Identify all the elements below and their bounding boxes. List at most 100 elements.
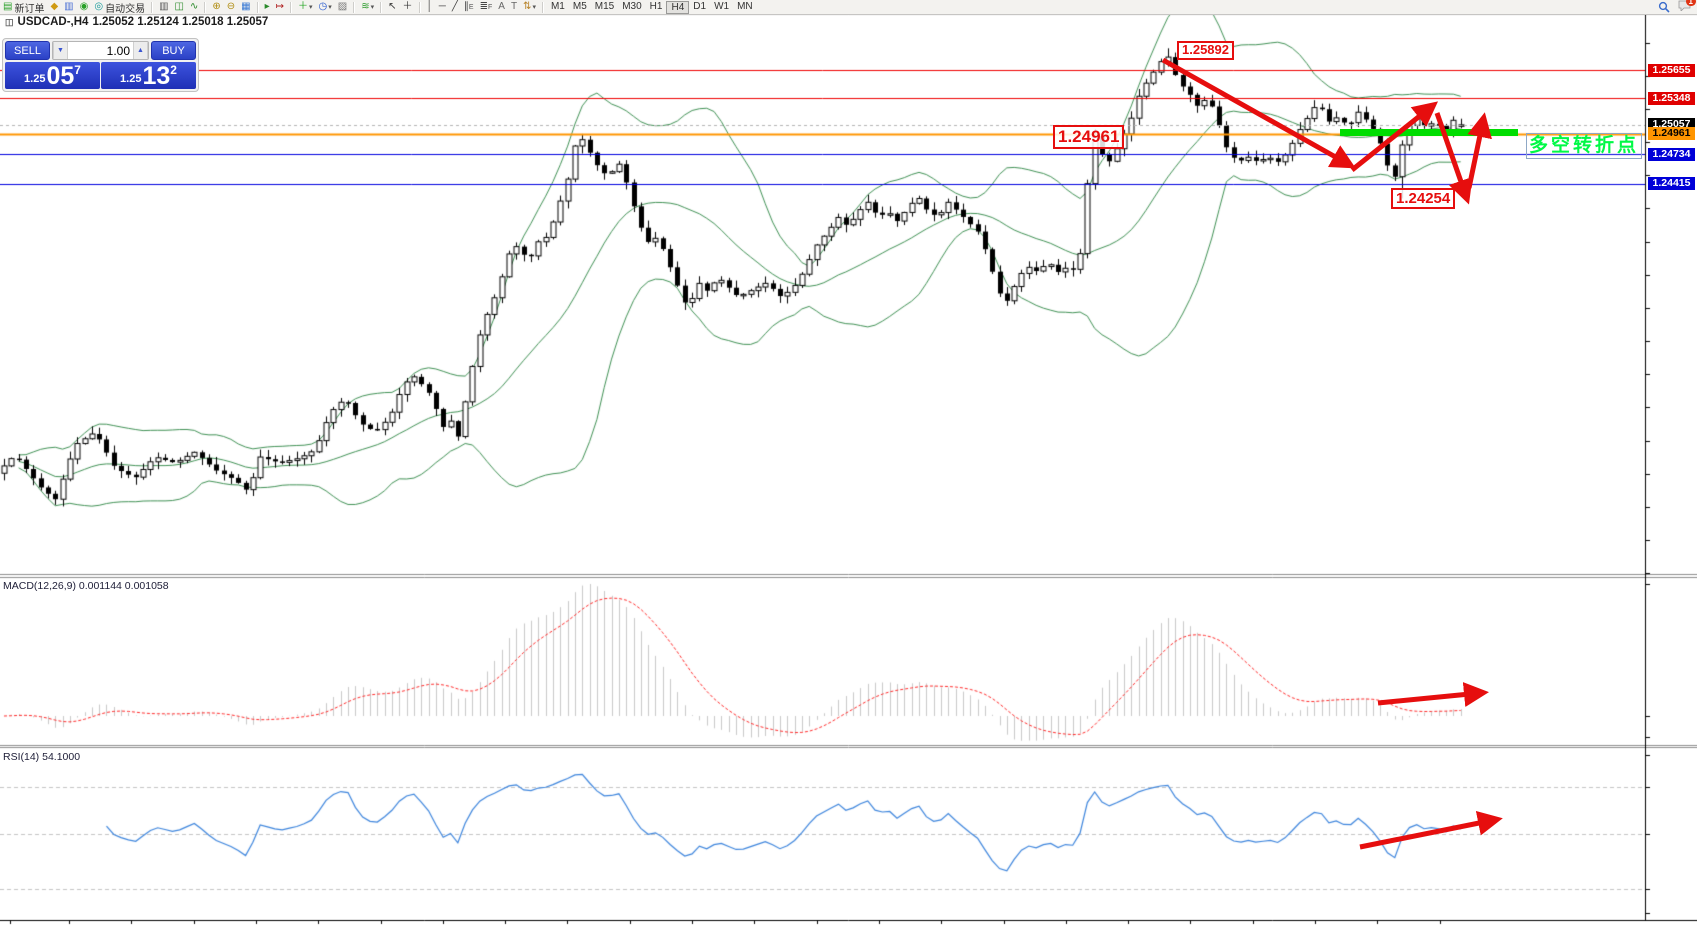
macd-label: MACD(12,26,9) 0.001144 0.001058	[3, 580, 169, 592]
chart-title: ◫ USDCAD-,H4 1.25052 1.25124 1.25018 1.2…	[5, 16, 268, 28]
navigator-icon: ▥	[64, 1, 74, 12]
horizontal-line-icon[interactable]: ─	[436, 1, 449, 14]
toolbar-separator	[353, 1, 356, 13]
dropdown-arrow-icon[interactable]: ▾	[370, 4, 375, 11]
vertical-line-icon: │	[426, 1, 433, 12]
timeframe-h4-button[interactable]: H4	[666, 0, 690, 14]
zoom-out-icon[interactable]: ⊖	[224, 1, 238, 14]
arrows-tool-icon: ⇅	[523, 1, 532, 12]
indicators-icon[interactable]: ＋ ▾	[295, 1, 316, 14]
chart-icon: ◫	[5, 16, 14, 27]
zoom-in-icon[interactable]: ⊕	[209, 1, 223, 14]
volume-stepper: ▼ ▲	[52, 41, 149, 60]
line-chart-icon[interactable]: ∿	[187, 1, 201, 14]
timeframe-m5-button[interactable]: M5	[572, 1, 587, 12]
timeframe-d1-button[interactable]: D1	[693, 1, 707, 12]
line-chart-icon: ∿	[189, 1, 199, 12]
dropdown-arrow-icon[interactable]: ▾	[328, 4, 332, 11]
indicators-icon: ＋	[298, 1, 309, 12]
timeframe-w1-button[interactable]: W1	[714, 1, 730, 12]
price-level-badge: 1.24734	[1648, 147, 1695, 161]
timeframe-m1-button[interactable]: M1	[550, 1, 565, 12]
search-icon[interactable]	[1658, 1, 1670, 13]
auto-scroll-icon[interactable]: ▸	[262, 1, 273, 14]
text-icon: A	[498, 1, 505, 12]
templates-icon: ▨	[337, 1, 348, 12]
chart-profile-icon: ≋	[361, 1, 370, 12]
trendline-icon: ╱	[451, 1, 458, 12]
candlestick-chart-icon: ◫	[174, 1, 184, 12]
signals-icon[interactable]: ◉	[77, 1, 92, 14]
price-level-badge: 1.24415	[1648, 177, 1695, 191]
crosshair-icon[interactable]: ＋	[400, 1, 416, 14]
turning-point-label[interactable]: 多空转折点	[1526, 133, 1642, 159]
bar-chart-icon[interactable]: ▥	[156, 1, 171, 14]
new-order-icon: ▤	[3, 1, 13, 12]
rsi-label: RSI(14) 54.1000	[3, 751, 81, 763]
toolbar-separator	[151, 1, 154, 13]
new-order-button[interactable]: ▤ 新订单	[3, 1, 45, 15]
timeframe-h1-button[interactable]: H1	[649, 1, 663, 12]
periods-icon[interactable]: ◷ ▾	[316, 1, 335, 14]
trendline-icon[interactable]: ╱	[449, 1, 461, 14]
cursor-icon[interactable]: ↖	[385, 1, 399, 14]
fibonacci-icon[interactable]: ≣ F	[479, 1, 493, 12]
notifications-button[interactable]: 1	[1678, 0, 1696, 14]
price-annotation-low[interactable]: 1.24254	[1391, 188, 1456, 210]
text-label-icon: T	[510, 1, 518, 12]
timeframe-m15-button[interactable]: M15	[594, 1, 615, 12]
zoom-in-icon: ⊕	[212, 1, 221, 12]
price-level-badge: 1.25348	[1648, 91, 1695, 105]
auto-trading-icon: ◎	[94, 1, 104, 12]
cursor-icon: ↖	[388, 1, 397, 12]
timeframe-m30-button[interactable]: M30	[622, 1, 642, 12]
equidistant-channel-icon[interactable]: ∥ E	[463, 1, 474, 12]
market-watch-icon[interactable]: ◆	[47, 1, 61, 14]
timeframe-mn-button[interactable]: MN	[737, 1, 753, 12]
vertical-line-icon[interactable]: │	[424, 1, 436, 14]
volume-decrease-button[interactable]: ▼	[53, 42, 68, 59]
auto-trading-button[interactable]: ◎ 自动交易	[94, 1, 146, 15]
sell-price-panel[interactable]: 1.25 05 7	[5, 62, 100, 89]
toolbar-separator	[290, 1, 293, 13]
toolbar-separator	[380, 1, 383, 13]
text-icon[interactable]: A	[495, 1, 508, 14]
dropdown-arrow-icon[interactable]: ▾	[532, 4, 536, 11]
periods-icon: ◷	[318, 1, 328, 12]
dropdown-arrow-icon[interactable]: ▾	[309, 4, 313, 11]
horizontal-line-icon: ─	[438, 1, 446, 12]
ohlc-values: 1.25052 1.25124 1.25018 1.25057	[92, 16, 269, 28]
toolbar-separator	[204, 1, 207, 13]
equidistant-channel-icon: ∥	[463, 1, 469, 12]
auto-scroll-icon: ▸	[264, 1, 270, 12]
chart-profile-icon[interactable]: ≋ ▾	[358, 1, 377, 14]
buy-button[interactable]: BUY	[151, 41, 196, 60]
chart-shift-icon: ↦	[275, 1, 285, 12]
zoom-out-icon: ⊖	[226, 1, 236, 12]
templates-icon[interactable]: ▨	[335, 1, 350, 14]
tile-windows-icon[interactable]: ▦	[238, 1, 253, 14]
buy-price-panel[interactable]: 1.25 13 2	[101, 62, 196, 89]
price-annotation-support[interactable]: 1.24961	[1053, 125, 1125, 149]
navigator-icon[interactable]: ▥	[61, 1, 76, 14]
support-zone-bar[interactable]	[1340, 129, 1518, 136]
price-annotation-high[interactable]: 1.25892	[1177, 41, 1234, 60]
chart-shift-icon[interactable]: ↦	[273, 1, 287, 14]
text-label-icon[interactable]: T	[508, 1, 520, 14]
arrows-tool-icon[interactable]: ⇅ ▾	[520, 1, 539, 14]
volume-input[interactable]	[68, 42, 133, 59]
bar-chart-icon: ▥	[159, 1, 169, 12]
price-level-badge: 1.24961	[1648, 127, 1695, 141]
candlestick-chart-icon[interactable]: ◫	[172, 1, 187, 14]
sell-button[interactable]: SELL	[5, 41, 50, 60]
volume-increase-button[interactable]: ▲	[133, 42, 148, 59]
trade-widget: SELL ▼ ▲ BUY 1.25 05 7 1.25 13 2	[2, 38, 199, 92]
price-level-badge: 1.25655	[1648, 63, 1695, 77]
crosshair-icon: ＋	[402, 1, 413, 12]
signals-icon: ◉	[79, 1, 89, 12]
tile-windows-icon: ▦	[241, 1, 251, 12]
toolbar: ▤ 新订单 ◆ ▥ ◉ ◎ 自动交易 ▥ ◫ ∿ ⊕ ⊖ ▦ ▸ ↦ ＋ ▾ ◷ ▾ ▨ ≋ ▾ ↖ ＋ │ ─ ╱ ∥ E ≣ F A T ⇅ ▾…	[0, 0, 1697, 15]
toolbar-separator	[256, 1, 259, 13]
